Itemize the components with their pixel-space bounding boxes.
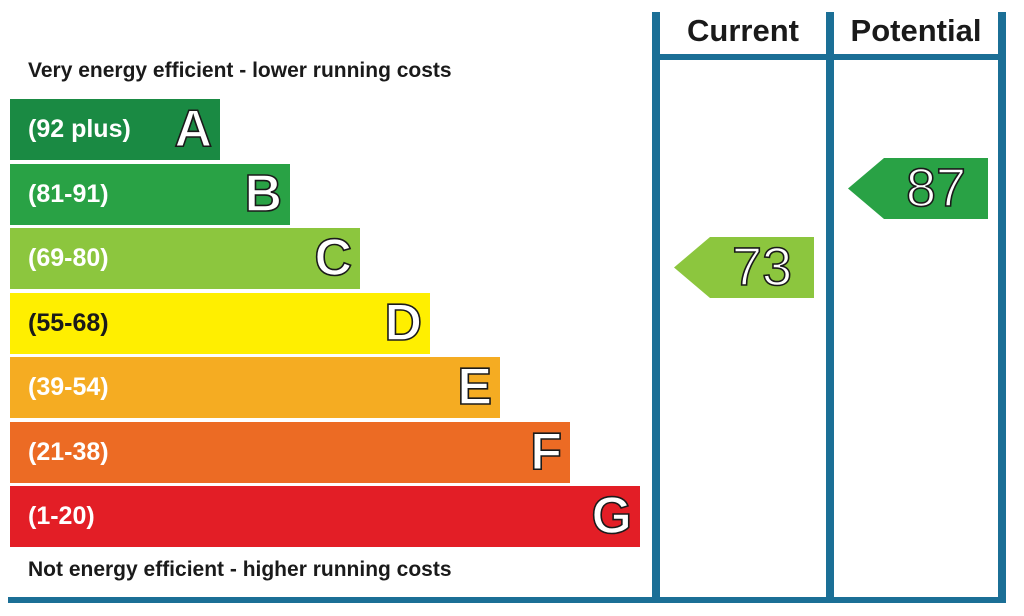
band-letter: E: [457, 357, 493, 417]
current-rating-value: 73: [731, 236, 793, 298]
band-e: (39-54) E: [10, 357, 500, 418]
band-range-label: (1-20): [28, 502, 95, 530]
band-range-label: (55-68): [28, 309, 109, 337]
band-g: (1-20) G: [10, 486, 640, 547]
band-a: (92 plus) A: [10, 99, 220, 160]
potential-rating-arrow: 87: [848, 157, 988, 219]
band-c: (69-80) C: [10, 228, 360, 289]
band-letter: C: [314, 228, 353, 288]
header-divider: [652, 54, 1006, 60]
band-range-label: (39-54): [28, 373, 109, 401]
potential-arrow-shape: [848, 158, 988, 219]
current-rating-arrow: 73: [674, 236, 814, 298]
top-label: Very energy efficient - lower running co…: [28, 59, 452, 82]
band-letter: F: [529, 422, 562, 482]
band-f: (21-38) F: [10, 422, 570, 483]
band-range-label: (81-91): [28, 180, 109, 208]
band-letter: D: [384, 293, 423, 353]
band-range-label: (21-38): [28, 438, 109, 466]
band-letter: G: [591, 486, 633, 546]
column-header-current: Current: [687, 13, 799, 48]
band-letter: B: [244, 164, 283, 224]
potential-rating-value: 87: [905, 157, 967, 219]
band-d: (55-68) D: [10, 293, 430, 354]
band-range-label: (69-80): [28, 244, 109, 272]
band-range-label: (92 plus): [28, 115, 131, 143]
frame-line-middle: [826, 12, 834, 598]
current-arrow-shape: [674, 237, 814, 298]
band-letter: A: [174, 99, 213, 159]
frame-line-right: [998, 12, 1006, 598]
band-b: (81-91) B: [10, 164, 290, 225]
column-header-potential: Potential: [850, 13, 982, 48]
bottom-label: Not energy efficient - higher running co…: [28, 558, 452, 581]
frame-line-left: [652, 12, 660, 598]
bottom-border: [8, 597, 1006, 603]
